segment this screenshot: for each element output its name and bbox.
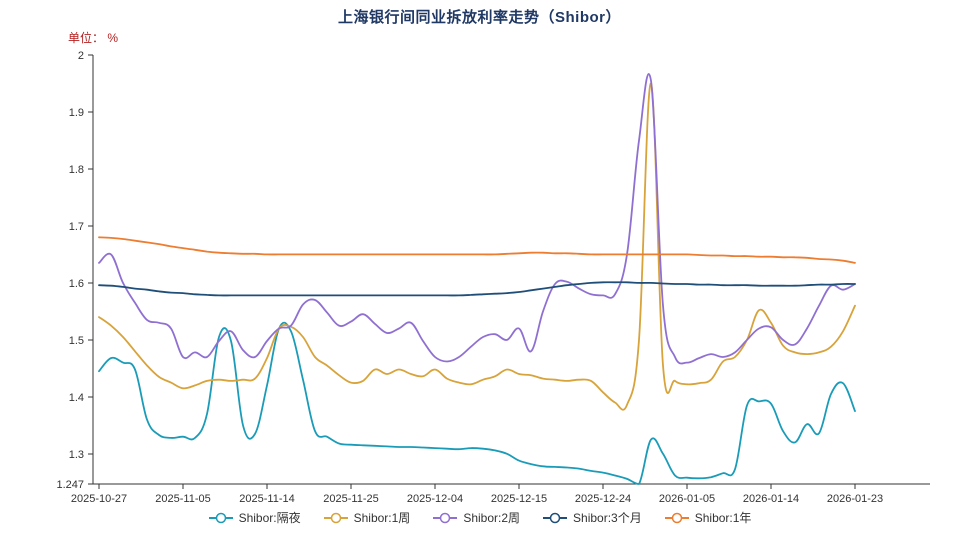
legend-line-marker-icon — [433, 512, 458, 523]
legend-line-marker-icon — [664, 512, 689, 523]
legend-item-5[interactable]: Shibor:1年 — [664, 509, 752, 526]
y-axis-label: 2 — [78, 50, 84, 62]
x-axis-label: 2025-10-27 — [71, 493, 127, 505]
unit-label: 单位： % — [68, 31, 119, 45]
x-axis-label: 2025-11-05 — [155, 493, 210, 505]
legend-item-4[interactable]: Shibor:3个月 — [542, 509, 642, 526]
legend-label: Shibor:2周 — [463, 511, 521, 525]
series-line-3 — [98, 73, 856, 365]
y-axis-label: 1.4 — [69, 392, 84, 404]
x-axis-label: 2026-01-14 — [743, 493, 799, 505]
legend-label: Shibor:隔夜 — [238, 511, 301, 525]
x-axis-label: 2025-12-24 — [575, 493, 631, 505]
y-axis-label: 1.247 — [56, 479, 84, 491]
x-axis-label: 2025-11-25 — [323, 493, 378, 505]
y-axis-label: 1.8 — [69, 164, 84, 176]
series-line-5 — [98, 236, 856, 264]
x-axis-label: 2025-12-15 — [491, 493, 547, 505]
legend-line-marker-icon — [323, 512, 348, 523]
series-line-4 — [98, 281, 856, 297]
x-axis-label: 2025-11-14 — [239, 493, 294, 505]
legend-label: Shibor:1周 — [353, 511, 411, 525]
x-axis-label: 2025-12-04 — [407, 493, 463, 505]
y-axis-label: 1.5 — [69, 335, 84, 347]
legend-line-marker-icon — [208, 512, 233, 523]
x-axis-label: 2026-01-05 — [659, 493, 715, 505]
legend-label: Shibor:3个月 — [573, 511, 642, 525]
y-axis-label: 1.3 — [69, 449, 84, 461]
legend-item-3[interactable]: Shibor:2周 — [432, 509, 520, 526]
chart-title: 上海银行间同业拆放利率走势（Shibor） — [338, 9, 621, 26]
y-axis-label: 1.6 — [69, 278, 84, 290]
legend-label: Shibor:1年 — [694, 511, 752, 525]
x-axis-label: 2026-01-23 — [827, 493, 883, 505]
series-line-1 — [98, 321, 856, 485]
y-axis-label: 1.9 — [69, 107, 84, 119]
series-line-2 — [98, 82, 856, 411]
legend-item-2[interactable]: Shibor:1周 — [323, 509, 411, 526]
legend-item-1[interactable]: Shibor:隔夜 — [208, 509, 301, 526]
y-axis-label: 1.7 — [69, 221, 84, 233]
legend-line-marker-icon — [543, 512, 568, 523]
legend: Shibor:隔夜 Shibor:1周 Shibor:2周 Shibor:3个月 Shi… — [0, 509, 959, 526]
